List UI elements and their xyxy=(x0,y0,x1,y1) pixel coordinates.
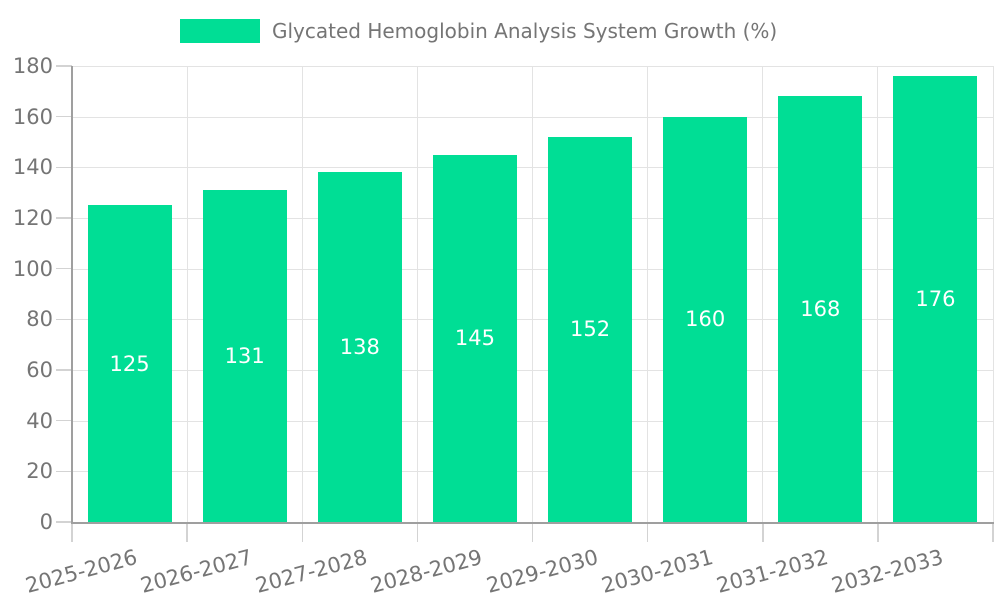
gridline-vertical xyxy=(992,66,994,522)
bar[interactable]: 145 xyxy=(432,154,517,522)
x-axis-tick xyxy=(762,522,764,542)
bar[interactable]: 152 xyxy=(548,136,633,522)
y-axis-tick xyxy=(56,419,72,422)
bar[interactable]: 168 xyxy=(778,96,863,522)
x-tick-label: 2025-2026 xyxy=(22,545,140,598)
legend-swatch[interactable] xyxy=(180,19,260,43)
y-axis-tick xyxy=(56,369,72,371)
bar[interactable]: 131 xyxy=(202,190,287,522)
bar-value-label: 168 xyxy=(800,297,841,322)
gridline-vertical xyxy=(532,66,533,522)
gridline-vertical xyxy=(301,66,303,522)
y-tick-label: 0 xyxy=(39,510,53,534)
x-tick-label: 2026-2027 xyxy=(138,545,255,598)
bar[interactable]: 138 xyxy=(317,172,402,522)
bar-value-label: 125 xyxy=(109,351,150,376)
y-tick-label: 120 xyxy=(12,206,53,230)
y-tick-label: 60 xyxy=(26,358,53,382)
x-axis-tick xyxy=(301,522,303,542)
plot-area: 0 20 40 60 80 100 120 140 160 180 125 131 138 145 152 1… xyxy=(13,54,994,598)
x-tick-label: 2027-2028 xyxy=(253,545,371,598)
y-axis-tick xyxy=(56,470,72,473)
y-axis-tick xyxy=(56,115,72,118)
gridline-vertical xyxy=(647,66,649,522)
y-tick-label: 40 xyxy=(26,408,53,433)
gridline-vertical xyxy=(762,66,764,522)
bar-value-label: 160 xyxy=(685,307,726,332)
y-axis-tick xyxy=(56,318,72,321)
bar-value-label: 145 xyxy=(454,326,495,351)
x-tick-label: 2031-2032 xyxy=(713,545,831,598)
x-tick-label: 2030-2031 xyxy=(598,545,716,598)
y-tick-label: 140 xyxy=(12,155,53,180)
x-axis-tick xyxy=(646,522,649,542)
y-tick-label: 160 xyxy=(12,104,53,129)
y-axis-line xyxy=(71,66,73,524)
y-axis-tick xyxy=(56,217,72,219)
y-axis-tick xyxy=(56,166,72,169)
x-tick-label: 2028-2029 xyxy=(368,545,486,598)
y-tick-label: 100 xyxy=(12,256,53,281)
bar-value-label: 131 xyxy=(224,344,265,369)
x-tick-label: 2029-2030 xyxy=(483,545,601,598)
y-axis-tick xyxy=(56,521,72,523)
x-axis-tick xyxy=(992,522,994,542)
bar-value-label: 176 xyxy=(915,287,956,312)
gridline-vertical xyxy=(416,66,418,522)
bar[interactable]: 176 xyxy=(893,76,978,522)
x-tick-label: 2032-2033 xyxy=(828,545,946,598)
bar[interactable]: 160 xyxy=(663,116,748,522)
x-axis-tick xyxy=(531,522,534,542)
x-axis-tick xyxy=(71,522,73,542)
bar-value-label: 138 xyxy=(339,335,380,360)
legend-label[interactable]: Glycated Hemoglobin Analysis System Grow… xyxy=(272,19,778,43)
y-axis-tick xyxy=(56,65,72,67)
x-axis-line xyxy=(71,522,994,524)
x-axis-tick xyxy=(186,522,188,542)
x-axis-tick xyxy=(416,522,419,542)
bar-value-label: 152 xyxy=(570,317,611,342)
y-tick-label: 20 xyxy=(26,459,53,484)
gridline-vertical xyxy=(186,66,188,522)
bar[interactable]: 125 xyxy=(87,205,172,522)
x-axis-tick xyxy=(877,522,879,542)
y-axis-tick xyxy=(56,267,72,270)
y-tick-label: 80 xyxy=(26,307,53,332)
y-tick-label: 180 xyxy=(12,54,53,78)
gridline-vertical xyxy=(877,66,879,522)
